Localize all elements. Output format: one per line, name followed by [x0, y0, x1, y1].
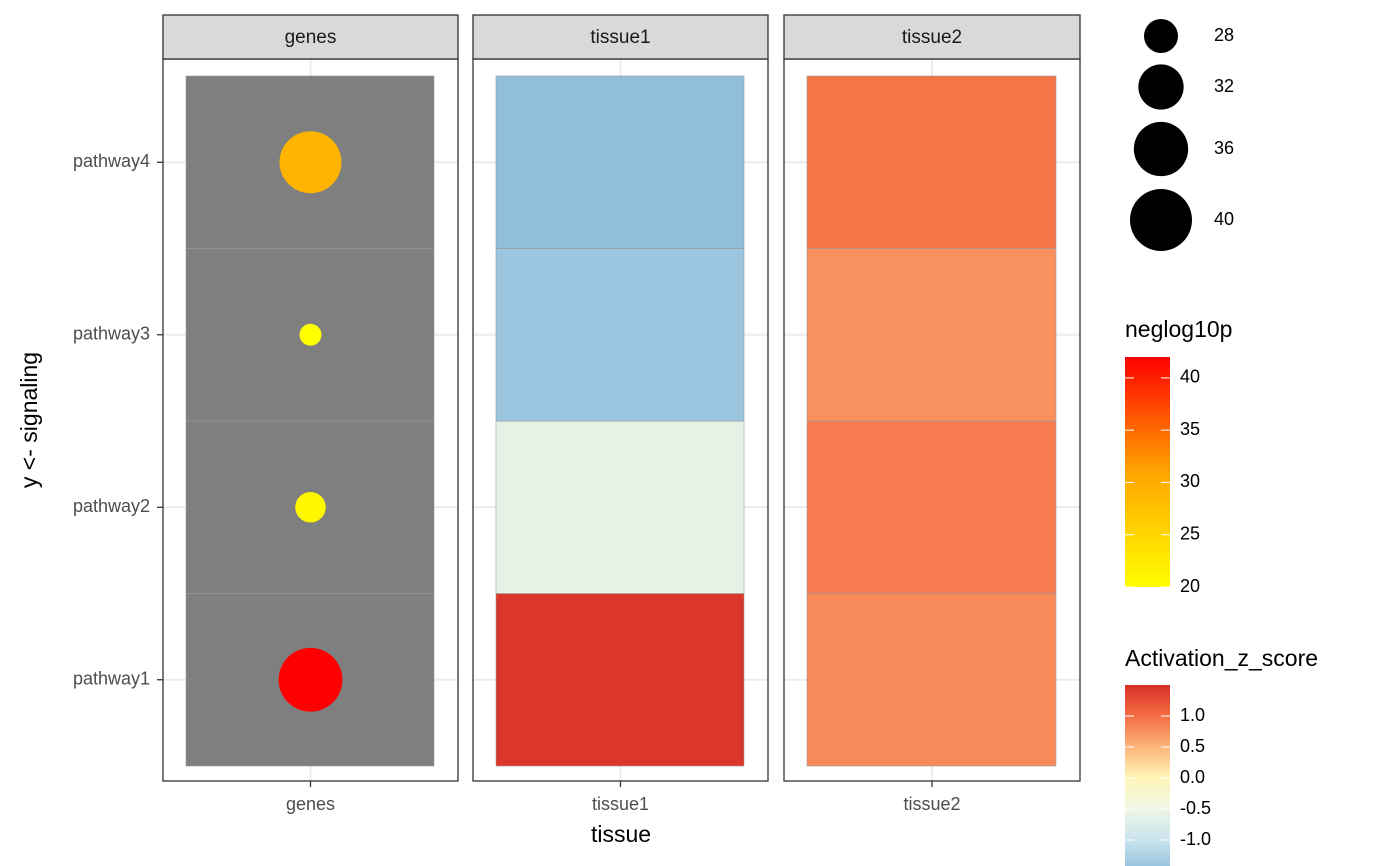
heat-tile [806, 75, 1057, 249]
colorbar-label: 25 [1180, 523, 1200, 543]
y-tick-label: pathway1 [73, 669, 150, 689]
colorbar-label: -0.5 [1180, 798, 1211, 818]
x-tick-label: genes [286, 794, 335, 814]
size-key [1144, 19, 1178, 53]
colorbar-label: 30 [1180, 471, 1200, 491]
strip-label: tissue2 [902, 27, 962, 48]
heat-tile [495, 75, 745, 249]
heat-tile [806, 420, 1057, 594]
legend-title: neglog10p [1125, 316, 1232, 342]
heat-tile [495, 593, 745, 767]
colorbar-label: 0.5 [1180, 736, 1205, 756]
colorbar-label: 40 [1180, 367, 1200, 387]
strip [162, 14, 459, 60]
dot [279, 131, 342, 194]
dot [295, 491, 326, 523]
colorbar-label: -1.0 [1180, 829, 1211, 849]
y-tick-label: pathway3 [73, 324, 150, 344]
x-tick-label: tissue1 [592, 794, 649, 814]
legend-title: Activation_z_score [1125, 645, 1318, 671]
x-axis-title: tissue [591, 821, 651, 847]
size-key [1133, 121, 1189, 177]
size-label: 40 [1214, 209, 1234, 229]
size-label: 28 [1214, 25, 1234, 45]
size-label: 36 [1214, 138, 1234, 158]
size-key [1130, 189, 1192, 251]
heat-tile [495, 248, 745, 422]
heat-tile [495, 420, 745, 594]
dot [299, 323, 322, 346]
colorbar-label: 1.0 [1180, 705, 1205, 725]
colorbar [1125, 685, 1170, 866]
colorbar-label: 35 [1180, 419, 1200, 439]
heat-tile [806, 593, 1057, 767]
size-label: 32 [1214, 76, 1234, 96]
strip-label: tissue1 [590, 27, 650, 48]
x-tick-label: tissue2 [903, 794, 960, 814]
colorbar [1125, 357, 1170, 587]
strip [472, 14, 769, 60]
colorbar-label: 0.0 [1180, 767, 1205, 787]
y-tick-label: pathway4 [73, 151, 150, 171]
heat-tile [806, 248, 1057, 422]
y-axis-title: y <- signaling [16, 352, 42, 488]
strip-label: genes [285, 27, 337, 48]
y-tick-label: pathway2 [73, 496, 150, 516]
dot [278, 647, 343, 712]
strip [783, 14, 1081, 60]
colorbar-label: 20 [1180, 576, 1200, 596]
size-key [1138, 64, 1184, 110]
